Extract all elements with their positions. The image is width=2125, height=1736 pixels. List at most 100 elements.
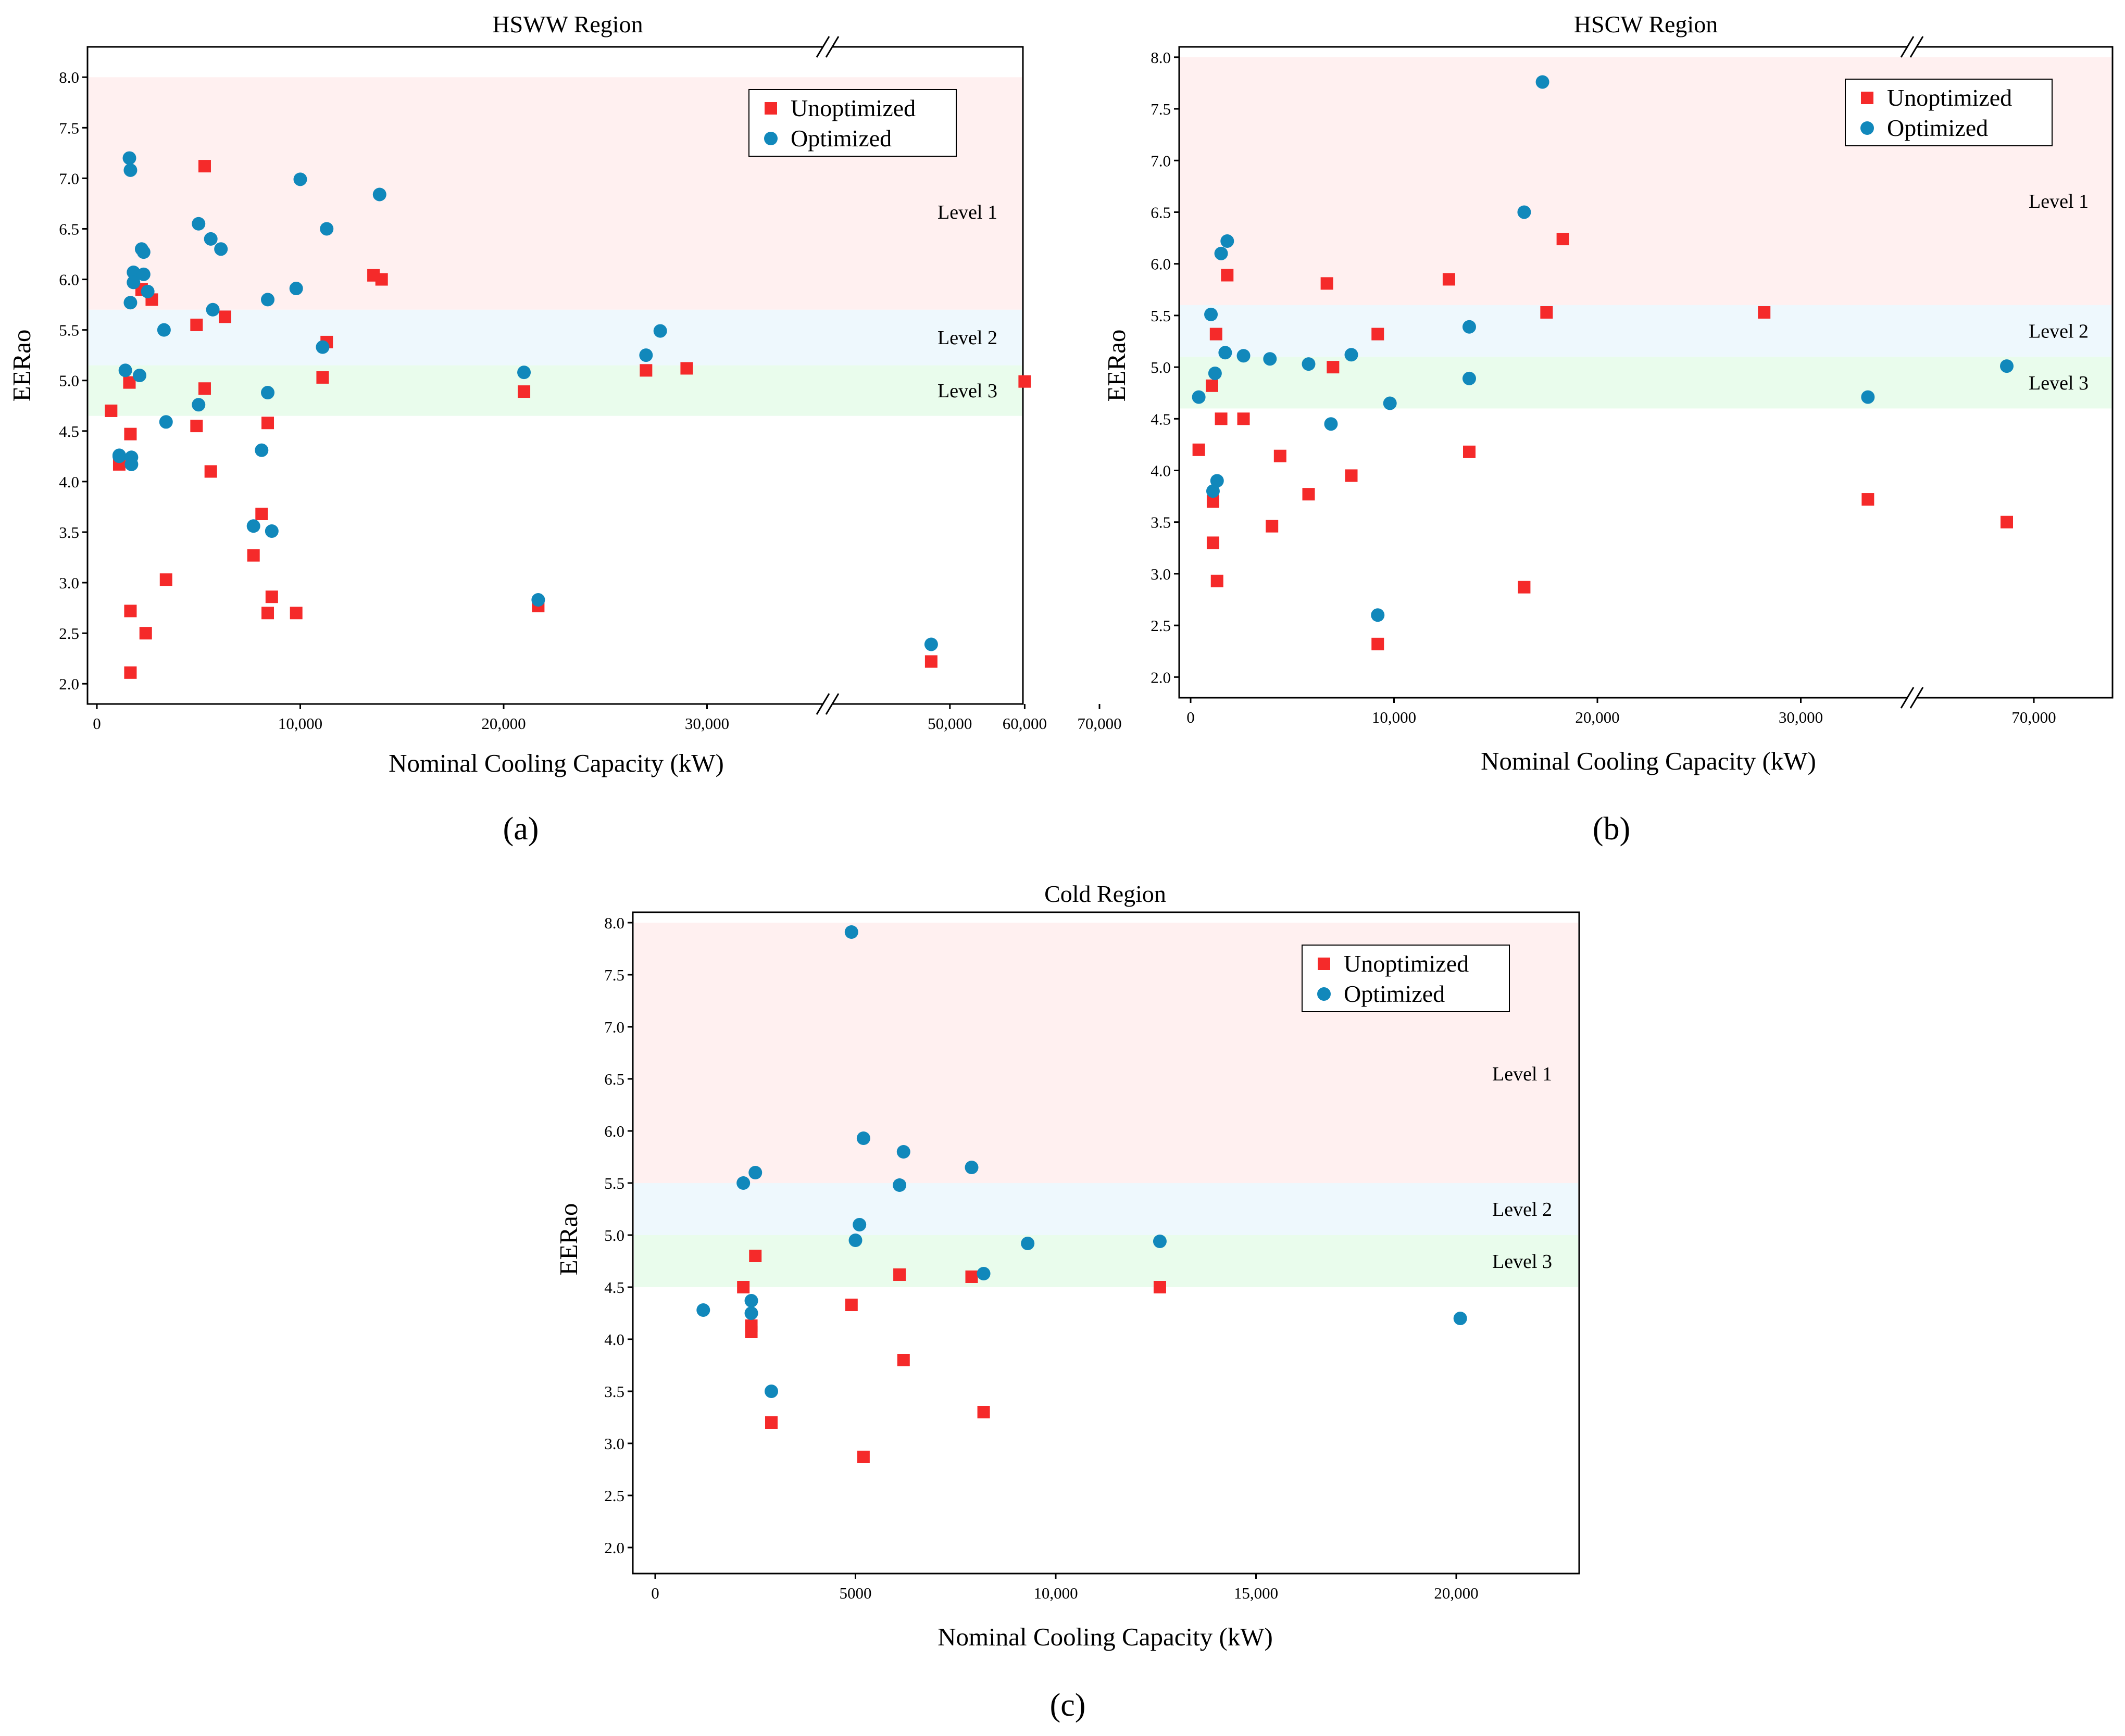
panel-a-optimized-point [214,242,228,256]
panel-a-optimized-point [192,398,206,412]
panel-b-legend-label: Optimized [1887,115,1988,141]
panel-a-unoptimized-point [124,605,137,618]
panel-a-legend-unoptimized-marker [765,102,777,115]
panel-a-optimized-point [261,293,275,307]
panel-a-optimized-point [265,524,279,538]
panel-b-y-tick-label: 7.0 [1151,152,1171,170]
panel-c-y-tick-label: 2.5 [604,1487,624,1505]
panel-c-y-tick-label: 7.5 [604,966,624,984]
panel-b-optimized-point [2000,359,2014,373]
panel-a-x-axis-title: Nominal Cooling Capacity (kW) [389,749,724,777]
panel-b-axis-break-mark [1909,687,1924,709]
panel-a-unoptimized-point [139,627,152,640]
panel-b-optimized-point [1263,352,1277,366]
panel-c-unoptimized-point [897,1354,910,1366]
panel-a-optimized-point [192,217,206,231]
panel-b-optimized-point [1210,474,1224,488]
panel-c-unoptimized-point [845,1299,858,1311]
panel-b-level-3-label: Level 3 [2029,372,2089,394]
panel-c-optimized-point [736,1176,751,1190]
panel-b-unoptimized-point [1209,328,1222,341]
panel-c-y-axis-title: EERao [554,1203,583,1276]
panel-a-y-tick-label: 5.5 [59,321,79,339]
panel-a-unoptimized-point [261,607,274,620]
panel-a-optimized-point [320,222,334,236]
panel-a-unoptimized-point [190,420,203,433]
panel-c-unoptimized-point [977,1406,990,1418]
panel-a-y-tick-label: 4.0 [59,473,79,491]
panel-c-caption: (c) [1050,1688,1086,1723]
panel-a-y-tick-label: 4.5 [59,422,79,441]
panel-a-y-tick-label: 2.0 [59,675,79,693]
panel-a-axis-break-mark [816,36,830,58]
panel-b-optimized-point [1214,246,1228,260]
panel-a-axis-break-mark [816,693,830,715]
panel-b-unoptimized-point [1206,536,1219,549]
panel-b-unoptimized-point [1266,520,1279,533]
panel-c-optimized-point [1021,1237,1035,1250]
panel-b-unoptimized-point [1861,493,1874,506]
panel-c-level-3-label: Level 3 [1492,1251,1552,1273]
panel-a-optimized-point [133,369,147,382]
panel-a-y-axis-title: EERao [7,330,36,402]
panel-b-y-tick-label: 5.0 [1151,358,1171,376]
panel-c-optimized-point [848,1234,863,1247]
panel-c-optimized-point [748,1166,762,1179]
panel-a-optimized-point [123,163,138,177]
panel-b-legend-label: Unoptimized [1887,84,2012,111]
panel-b-optimized-point [1462,371,1476,385]
panel-c-legend-box [1302,945,1510,1012]
panel-c-level-2-band [634,1183,1578,1235]
panel-a-x-tick-label: 10,000 [278,714,322,733]
panel-c-unoptimized-point [1153,1281,1166,1293]
panel-b-x-tick-label: 30,000 [1779,708,1823,726]
panel-c-unoptimized-point [765,1416,778,1429]
panel-a-unoptimized-point [123,376,136,389]
panel-a-optimized-point [293,172,307,186]
panel-c-x-tick-label: 10,000 [1033,1584,1078,1602]
panel-b-level-1-label: Level 1 [2029,191,2089,212]
panel-a-optimized-point [517,366,531,380]
panel-a-optimized-point [246,519,260,533]
panel-c-y-tick-label: 5.5 [604,1174,624,1192]
panel-a-unoptimized-point [247,549,260,562]
panel-a-legend-optimized-marker [764,132,778,145]
panel-c-unoptimized-point [737,1281,750,1293]
panel-a-optimized-point [261,386,275,400]
panel-c-unoptimized-point [745,1326,758,1338]
panel-a-optimized-point [255,443,269,457]
panel-c-optimized-point [744,1306,758,1320]
panel-a-unoptimized-point [204,465,217,478]
panel-b-optimized-point [1383,396,1397,410]
panel-c-optimized-point [856,1131,870,1145]
panel-b-unoptimized-point [1371,328,1384,341]
panel-b-optimized-point [1192,390,1206,404]
panel-a-optimized-point [141,284,155,298]
panel-b-unoptimized-point [1302,488,1315,501]
panel-b-level-3-band [1180,357,2111,409]
panel-b-optimized-point [1517,205,1531,219]
panel-a-level-2-label: Level 2 [938,327,997,349]
panel-a-y-tick-label: 6.5 [59,220,79,238]
panel-c-y-tick-label: 3.0 [604,1435,624,1453]
panel-b-y-tick-label: 5.5 [1151,307,1171,325]
panel-b-y-tick-label: 3.5 [1151,513,1171,532]
panel-b-x-tick-label: 0 [1186,708,1195,726]
panel-a-unoptimized-point [124,427,137,441]
panel-b-axis-break-mark [1900,36,1915,58]
panel-c-optimized-point [765,1385,779,1398]
panel-a-y-tick-label: 3.5 [59,523,79,542]
panel-a-unoptimized-point [219,310,232,323]
panel-c-optimized-point [893,1178,907,1192]
panel-c-x-tick-label: 0 [651,1584,659,1602]
panel-b-legend-box [1845,79,2053,146]
panel-c-plot-frame [632,911,1580,1575]
panel-c-y-tick-label: 4.0 [604,1330,624,1349]
panel-b-legend-unoptimized-marker [1861,92,1873,104]
panel-a-unoptimized-point [680,362,693,375]
panel-a-y-tick-label: 7.5 [59,119,79,137]
panel-b-optimized-point [1371,608,1385,622]
panel-c-optimized-point [696,1303,710,1317]
panel-c-y-tick-label: 5.0 [604,1226,624,1244]
